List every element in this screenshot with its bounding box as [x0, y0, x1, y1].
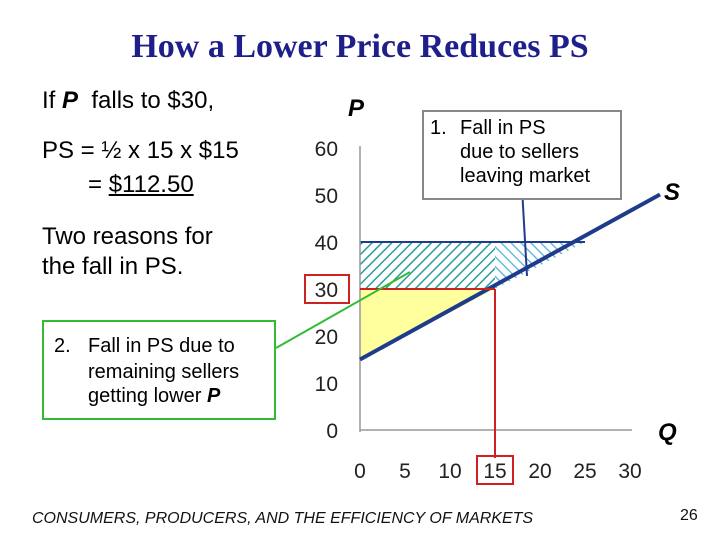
x-tick-label: 15: [483, 460, 506, 483]
reasons-line-1: Two reasons for: [42, 223, 213, 250]
x-tick-label: 20: [528, 460, 551, 483]
callout-1-line: Fall in PS: [460, 117, 546, 139]
x-tick-label: 30: [618, 460, 641, 483]
callout-2-line: remaining sellers: [88, 361, 240, 383]
y-tick-label: 40: [315, 232, 338, 255]
callout-1-line: leaving market: [460, 165, 591, 187]
callout-2-line: getting lower P: [88, 385, 221, 407]
x-axis-label: Q: [658, 419, 677, 446]
hatched-area-remaining: [360, 242, 495, 289]
y-tick-label: 0: [326, 420, 338, 443]
y-tick-label: 60: [315, 138, 338, 161]
x-tick-label: 10: [438, 460, 461, 483]
hatched-area-leaving: [495, 242, 585, 289]
callout-1-number: 1.: [430, 117, 447, 139]
callout-2-line: Fall in PS due to: [88, 335, 235, 357]
x-tick-label: 25: [573, 460, 596, 483]
supply-label: S: [664, 179, 680, 206]
slide-title: How a Lower Price Reduces PS: [131, 28, 589, 65]
supply-curve: [359, 192, 661, 362]
callout-lower-price: 2. Fall in PS due to remaining sellers g…: [42, 320, 276, 420]
page-number: 26: [680, 507, 698, 524]
price-fall-statement: If P falls to $30,: [42, 87, 215, 114]
ps-formula: PS = ½ x 15 x $15: [42, 137, 239, 164]
ps-result: = $112.50: [88, 171, 194, 198]
y-tick-label: 10: [315, 373, 338, 396]
callout-1-line: due to sellers: [460, 141, 579, 163]
x-tick-label: 0: [354, 460, 366, 483]
callout-2-number: 2.: [54, 335, 71, 357]
footer-text: CONSUMERS, PRODUCERS, AND THE EFFICIENCY…: [32, 510, 534, 527]
reasons-line-2: the fall in PS.: [42, 253, 184, 280]
y-tick-label: 50: [315, 185, 338, 208]
callout-2-pointer: [275, 271, 411, 349]
y-tick-label: 30: [315, 279, 338, 302]
y-tick-label: 20: [315, 326, 338, 349]
y-axis-label: P: [348, 95, 365, 122]
callout-1-pointer: [521, 187, 528, 277]
callout-sellers-leaving: 1. Fall in PS due to sellers leaving mar…: [422, 110, 622, 200]
x-tick-label: 5: [399, 460, 411, 483]
price-tick-highlight: [304, 274, 350, 304]
quantity-tick-highlight: [476, 455, 514, 485]
